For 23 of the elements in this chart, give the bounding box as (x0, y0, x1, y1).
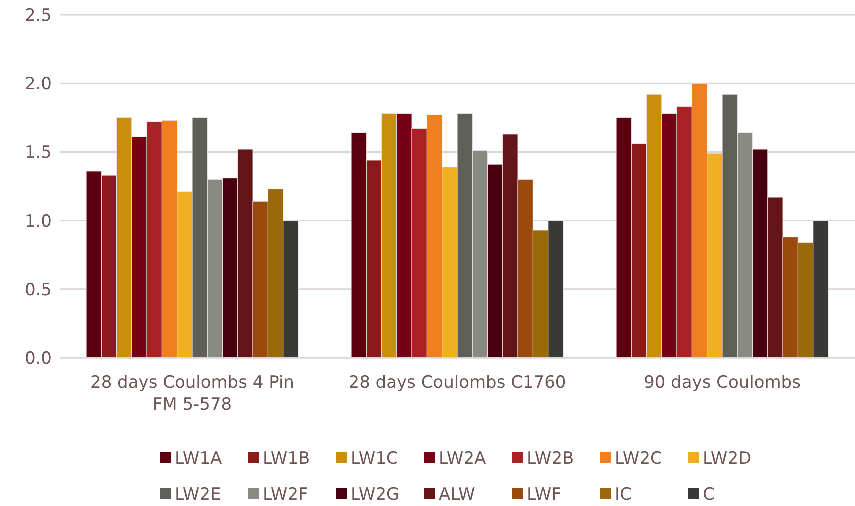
legend-label: ALW (439, 484, 476, 505)
y-tick-label: 0.0 (24, 348, 52, 369)
legend-label: C (703, 484, 715, 505)
x-tick-label: 28 days Coulombs 4 Pin FM 5-578 (90, 373, 294, 415)
legend-label: LW2B (527, 448, 574, 469)
legend-label: LW2E (175, 484, 222, 505)
y-tick-label: 1.0 (24, 212, 52, 232)
x-tick-label: 90 days Coulombs (644, 373, 802, 393)
y-tick-label: 1.5 (24, 143, 52, 164)
legend-label: LWF (527, 484, 562, 505)
legend-label: LW1A (175, 448, 223, 469)
legend-label: LW1C (351, 448, 398, 469)
legend-label: LW2G (351, 484, 400, 505)
legend-label: LW2D (703, 448, 752, 469)
x-tick-label: 28 days Coulombs C1760 (348, 373, 566, 393)
legend-label: LW1B (263, 448, 310, 469)
legend-label: IC (615, 484, 632, 505)
y-tick-label: 2.0 (24, 74, 52, 95)
legend-label: LW2F (263, 484, 308, 505)
y-tick-label: 0.5 (24, 280, 52, 300)
y-tick-label: 2.5 (24, 6, 52, 26)
legend-label: LW2A (439, 448, 487, 469)
legend-label: LW2C (615, 448, 662, 469)
